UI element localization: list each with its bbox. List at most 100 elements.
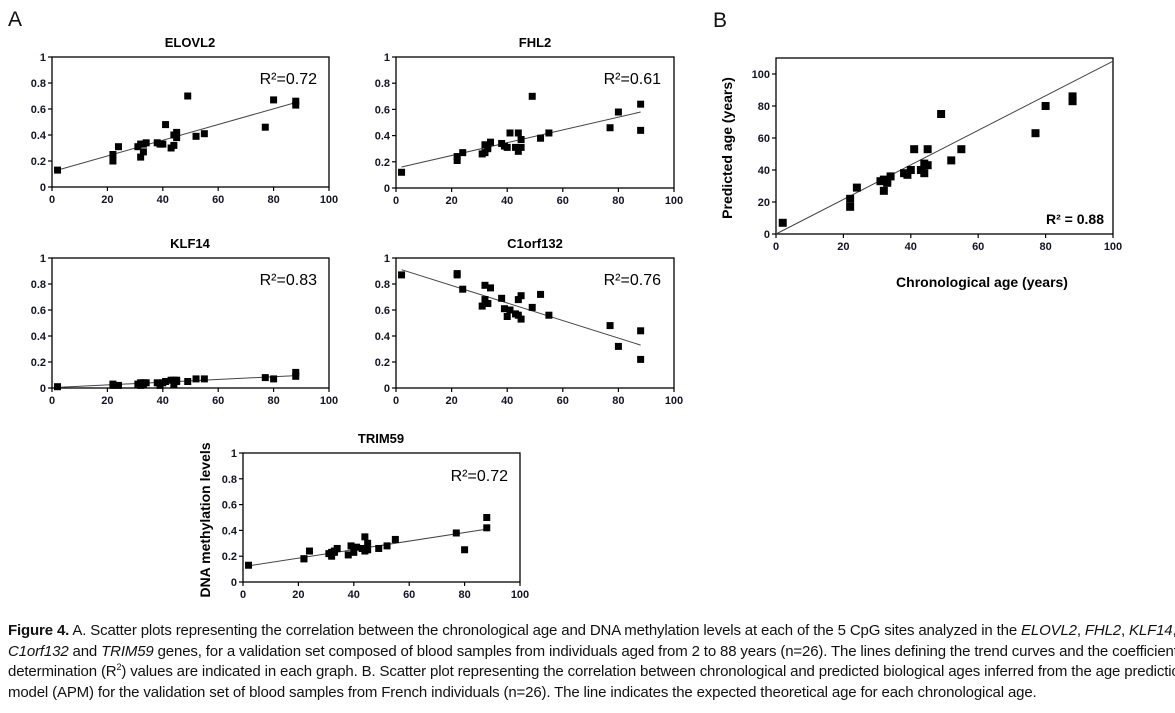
chart-predicted-vs-chronological: 0 20 40 60 80 100 0 20 40 60 80 100 R² = 0.88 Chronol… bbox=[719, 57, 1122, 290]
data-point bbox=[162, 121, 170, 129]
data-point bbox=[364, 546, 372, 554]
y-tick-label: 0.8 bbox=[222, 474, 237, 486]
y-tick-label: 60 bbox=[758, 133, 770, 145]
data-point bbox=[142, 139, 150, 147]
x-tick-label: 20 bbox=[292, 589, 304, 601]
data-point bbox=[114, 381, 122, 389]
caption-text: ) values are indicated in each graph. B.… bbox=[121, 663, 1175, 681]
data-point bbox=[517, 315, 525, 323]
data-point bbox=[906, 166, 915, 174]
chart-title: KLF14 bbox=[170, 236, 211, 251]
caption-text: model (APM) for the validation set of bl… bbox=[8, 683, 1037, 701]
data-point bbox=[937, 110, 946, 118]
data-point bbox=[261, 123, 269, 131]
y-tick-label: 0.8 bbox=[31, 78, 46, 90]
data-point bbox=[453, 271, 461, 279]
data-point bbox=[487, 284, 495, 292]
figure-caption: Figure 4. A. Scatter plots representing … bbox=[8, 621, 1175, 703]
data-point bbox=[920, 169, 929, 178]
y-tick-label: 0 bbox=[231, 577, 237, 589]
y-tick-label: 0 bbox=[764, 229, 770, 241]
chart-title: TRIM59 bbox=[358, 431, 404, 446]
y-tick-label: 0.2 bbox=[31, 156, 46, 168]
r-squared-label: R²=0.76 bbox=[604, 272, 661, 289]
x-tick-label: 100 bbox=[665, 195, 683, 207]
x-tick-label: 80 bbox=[267, 194, 279, 206]
data-point bbox=[184, 92, 192, 100]
data-point bbox=[957, 145, 966, 154]
data-point bbox=[350, 548, 358, 556]
plot-frame bbox=[51, 56, 330, 188]
data-point bbox=[514, 311, 522, 319]
data-point bbox=[361, 533, 369, 541]
x-tick-label: 20 bbox=[445, 395, 457, 407]
chart-fhl2: 0 0.2 0.4 0.6 0.8 1 0 20 40 60 80 100 FHL2 R²=0.61 bbox=[375, 35, 683, 207]
chart-title: FHL2 bbox=[519, 35, 552, 50]
data-point bbox=[162, 378, 170, 385]
x-tick-label: 20 bbox=[445, 195, 457, 207]
data-point bbox=[637, 327, 645, 335]
x-tick-label: 100 bbox=[511, 589, 529, 601]
data-point bbox=[184, 378, 192, 385]
r-squared-label: R²=0.72 bbox=[451, 468, 508, 485]
y-tick-label: 1 bbox=[40, 52, 46, 64]
y-tick-label: 0.2 bbox=[375, 157, 390, 169]
data-point bbox=[614, 342, 622, 350]
y-tick-label: 0.4 bbox=[222, 525, 238, 537]
data-point bbox=[270, 375, 278, 383]
data-point bbox=[778, 218, 787, 227]
data-point bbox=[879, 186, 888, 195]
data-point bbox=[344, 551, 352, 559]
data-point bbox=[461, 546, 469, 554]
x-tick-label: 100 bbox=[1104, 241, 1122, 253]
data-point bbox=[481, 296, 489, 304]
y-tick-label: 100 bbox=[752, 69, 770, 81]
caption-text: , bbox=[1076, 622, 1085, 639]
y-tick-label: 0.6 bbox=[375, 305, 390, 317]
data-point bbox=[173, 376, 181, 384]
x-tick-label: 0 bbox=[49, 194, 55, 206]
data-point bbox=[514, 129, 522, 137]
data-point bbox=[517, 136, 525, 144]
y-tick-label: 0.8 bbox=[375, 78, 390, 90]
x-tick-label: 80 bbox=[267, 395, 279, 407]
x-axis-label: Chronological age (years) bbox=[896, 274, 1068, 290]
x-tick-label: 20 bbox=[101, 194, 113, 206]
y-tick-label: 0.6 bbox=[31, 104, 46, 116]
y-tick-label: 0 bbox=[384, 383, 390, 395]
data-point bbox=[517, 143, 525, 151]
data-point bbox=[398, 271, 406, 279]
data-point bbox=[452, 529, 460, 537]
x-tick-label: 80 bbox=[1039, 241, 1051, 253]
data-point bbox=[173, 128, 181, 136]
data-point bbox=[383, 542, 391, 550]
y-tick-label: 0 bbox=[384, 183, 390, 195]
data-point bbox=[503, 313, 511, 320]
chart-elovl2: 0 0.2 0.4 0.6 0.8 1 0 20 40 60 80 100 ELOVL2 R²=0.72 bbox=[31, 35, 338, 206]
y-tick-label: 1 bbox=[384, 253, 390, 265]
data-point bbox=[292, 97, 300, 105]
data-point bbox=[192, 132, 200, 140]
data-point bbox=[846, 194, 855, 203]
data-point bbox=[328, 552, 336, 560]
data-point bbox=[537, 290, 545, 298]
caption-text: , bbox=[1173, 622, 1175, 639]
x-tick-label: 20 bbox=[101, 395, 113, 407]
x-tick-label: 40 bbox=[157, 194, 169, 206]
data-point bbox=[506, 129, 514, 137]
caption-text: and bbox=[68, 642, 102, 660]
caption-text: , bbox=[1121, 622, 1130, 639]
data-point bbox=[1041, 102, 1050, 110]
data-point bbox=[459, 285, 467, 293]
y-tick-label: 80 bbox=[758, 101, 770, 113]
chart-c1orf132: 0 0.2 0.4 0.6 0.8 1 0 20 40 60 80 100 C1orf132 R²=0.7… bbox=[375, 236, 683, 407]
data-point bbox=[512, 143, 520, 151]
x-tick-label: 60 bbox=[212, 395, 224, 407]
data-point bbox=[606, 322, 614, 330]
data-point bbox=[270, 96, 278, 104]
x-tick-label: 0 bbox=[240, 589, 246, 601]
data-point bbox=[54, 166, 62, 174]
data-point bbox=[498, 294, 506, 302]
data-point bbox=[292, 101, 300, 109]
data-point bbox=[200, 375, 208, 383]
